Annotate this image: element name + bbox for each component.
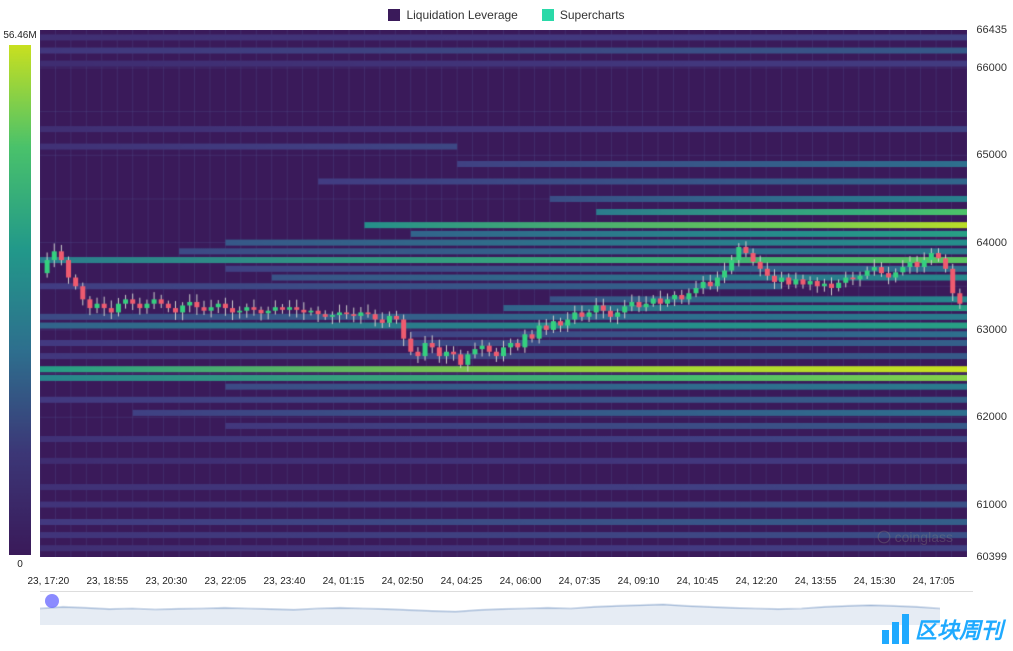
brush-handle[interactable] bbox=[45, 594, 59, 608]
x-tick: 24, 07:35 bbox=[559, 576, 601, 587]
footer-logo: 区块周刊 bbox=[882, 613, 1003, 645]
x-tick: 24, 17:05 bbox=[913, 576, 955, 587]
watermark-icon bbox=[877, 530, 891, 544]
x-tick: 24, 04:25 bbox=[441, 576, 483, 587]
legend-swatch-2 bbox=[542, 9, 554, 21]
x-tick: 23, 23:40 bbox=[264, 576, 306, 587]
watermark: coinglass bbox=[877, 529, 953, 545]
y-axis: 6643566000650006400063000620006100060399 bbox=[967, 30, 1013, 557]
legend-label-1: Liquidation Leverage bbox=[406, 8, 517, 22]
colorbar-area: 56.46M 0 bbox=[0, 30, 40, 570]
x-tick: 24, 06:00 bbox=[500, 576, 542, 587]
x-tick: 24, 10:45 bbox=[677, 576, 719, 587]
brush-navigator[interactable] bbox=[40, 591, 973, 625]
x-tick: 24, 09:10 bbox=[618, 576, 660, 587]
legend-item-liquidation: Liquidation Leverage bbox=[388, 8, 517, 22]
y-tick: 66435 bbox=[976, 24, 1007, 36]
main-area: 56.46M 0 6643566000650006400063000620006… bbox=[0, 30, 1013, 570]
y-tick: 62000 bbox=[976, 411, 1007, 423]
y-tick: 64000 bbox=[976, 237, 1007, 249]
y-tick: 65000 bbox=[976, 149, 1007, 161]
y-tick: 66000 bbox=[976, 62, 1007, 74]
y-tick: 61000 bbox=[976, 499, 1007, 511]
x-axis: 23, 17:2023, 18:5523, 20:3023, 22:0523, … bbox=[40, 570, 967, 587]
y-tick: 60399 bbox=[976, 551, 1007, 563]
y-tick: 63000 bbox=[976, 324, 1007, 336]
x-tick: 23, 17:20 bbox=[27, 576, 69, 587]
watermark-text: coinglass bbox=[895, 529, 953, 545]
chart-plot-area[interactable]: 6643566000650006400063000620006100060399… bbox=[40, 30, 1013, 557]
x-tick: 23, 22:05 bbox=[205, 576, 247, 587]
colorbar-min: 0 bbox=[17, 559, 23, 570]
colorbar-max: 56.46M bbox=[3, 30, 36, 41]
x-tick: 24, 12:20 bbox=[736, 576, 778, 587]
footer-bars-icon bbox=[882, 614, 909, 644]
x-tick: 24, 13:55 bbox=[795, 576, 837, 587]
legend-item-supercharts: Supercharts bbox=[542, 8, 625, 22]
x-tick: 24, 15:30 bbox=[854, 576, 896, 587]
brush-sparkline bbox=[40, 592, 940, 625]
legend-label-2: Supercharts bbox=[560, 8, 625, 22]
footer-logo-text: 区块周刊 bbox=[915, 613, 1003, 645]
candlestick-layer bbox=[40, 30, 967, 557]
legend: Liquidation Leverage Supercharts bbox=[0, 0, 1013, 30]
x-tick: 24, 01:15 bbox=[323, 576, 365, 587]
x-tick: 24, 02:50 bbox=[382, 576, 424, 587]
x-tick: 23, 18:55 bbox=[87, 576, 129, 587]
x-tick: 23, 20:30 bbox=[146, 576, 188, 587]
chart-container: Liquidation Leverage Supercharts 56.46M … bbox=[0, 0, 1013, 651]
colorbar bbox=[9, 45, 31, 555]
legend-swatch-1 bbox=[388, 9, 400, 21]
